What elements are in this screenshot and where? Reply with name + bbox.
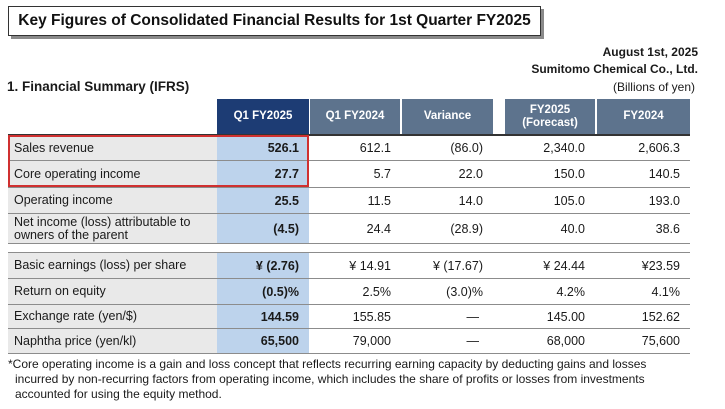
col-header-forecast-year: FY2025	[529, 103, 571, 116]
footnote-line-2: incurred by non-recurring factors from o…	[15, 372, 645, 386]
cell-variance: —	[466, 334, 480, 348]
company-name: Sumitomo Chemical Co., Ltd.	[531, 62, 698, 76]
cell-prior: 11.5	[367, 193, 391, 208]
cell-current: 65,500	[217, 329, 309, 353]
cell-prior: 612.1	[359, 141, 391, 155]
footnote-line-1: *Core operating income is a gain and los…	[8, 357, 647, 371]
cell-variance: —	[466, 309, 480, 324]
cell-current: (0.5)%	[217, 279, 309, 304]
row-divider	[8, 213, 690, 214]
row-label-sales-revenue: Sales revenue	[8, 136, 217, 160]
units-note: (Billions of yen)	[612, 80, 695, 94]
col-header-fy2025-forecast: FY2025 (Forecast)	[505, 99, 595, 134]
cell-forecast: ¥ 24.44	[543, 258, 585, 273]
row-label-net-income-line1: Net income (loss) attributable to	[14, 214, 191, 229]
table-bottom-rule	[8, 353, 690, 354]
footnote-line-3: accounted for using the equity method.	[15, 387, 222, 401]
cell-current: 526.1	[217, 136, 309, 160]
cell-prior: 24.4	[366, 221, 391, 236]
row-label-core-operating-income: Core operating income	[8, 161, 217, 187]
cell-current: 25.5	[217, 188, 309, 213]
row-label-net-income-line2: owners of the parent	[14, 227, 128, 242]
header-rule	[8, 134, 690, 136]
cell-fy-prior: 140.5	[648, 167, 680, 181]
col-header-variance: Variance	[402, 99, 493, 134]
cell-prior: ¥ 14.91	[349, 258, 391, 273]
cell-fy-prior: 152.62	[641, 309, 680, 324]
row-label-return-on-equity: Return on equity	[8, 279, 217, 304]
row-label-exchange-rate: Exchange rate (yen/$)	[8, 305, 217, 328]
report-title: Key Figures of Consolidated Financial Re…	[8, 6, 541, 36]
cell-forecast: 40.0	[560, 221, 585, 236]
cell-fy-prior: 2,606.3	[638, 141, 680, 155]
cell-prior: 79,000	[352, 334, 391, 348]
row-label-basic-eps: Basic earnings (loss) per share	[8, 253, 217, 278]
cell-variance: ¥ (17.67)	[432, 258, 483, 273]
section-title: 1. Financial Summary (IFRS)	[7, 79, 190, 94]
cell-fy-prior: 75,600	[641, 334, 680, 348]
group-divider	[8, 252, 690, 253]
cell-current: 144.59	[217, 305, 309, 328]
cell-fy-prior: 4.1%	[651, 284, 681, 299]
cell-forecast: 2,340.0	[543, 141, 585, 155]
col-header-forecast-note: (Forecast)	[522, 116, 578, 129]
cell-variance: (3.0)%	[446, 284, 483, 299]
cell-forecast: 4.2%	[556, 284, 586, 299]
col-header-fy2024: FY2024	[597, 99, 690, 134]
cell-prior: 2.5%	[362, 284, 392, 299]
cell-forecast: 145.00	[546, 309, 585, 324]
row-divider	[8, 160, 690, 161]
cell-forecast: 150.0	[553, 167, 585, 181]
cell-prior: 155.85	[352, 309, 391, 324]
cell-variance: 22.0	[458, 167, 483, 181]
row-divider	[8, 278, 690, 279]
cell-fy-prior: 193.0	[648, 193, 680, 208]
row-label-net-income: Net income (loss) attributable to owners…	[8, 214, 217, 243]
row-label-naphtha-price: Naphtha price (yen/kl)	[8, 329, 217, 353]
row-divider	[8, 328, 690, 329]
cell-forecast: 68,000	[546, 334, 585, 348]
cell-current: (4.5)	[217, 214, 309, 243]
cell-variance: (28.9)	[450, 221, 483, 236]
cell-current: 27.7	[217, 161, 309, 187]
cell-variance: (86.0)	[450, 141, 483, 155]
row-divider	[8, 304, 690, 305]
footnote: *Core operating income is a gain and los…	[8, 357, 708, 402]
cell-variance: 14.0	[458, 193, 483, 208]
cell-fy-prior: 38.6	[655, 221, 680, 236]
cell-prior: 5.7	[373, 167, 391, 181]
group-divider	[8, 243, 690, 244]
report-date: August 1st, 2025	[602, 45, 698, 59]
highlight-box	[8, 135, 309, 187]
row-label-operating-income: Operating income	[8, 188, 217, 213]
row-divider	[8, 187, 690, 188]
cell-forecast: 105.0	[553, 193, 585, 208]
col-header-q1-fy2024: Q1 FY2024	[310, 99, 400, 134]
col-header-q1-fy2025: Q1 FY2025	[217, 99, 309, 134]
cell-current: ¥ (2.76)	[217, 253, 309, 278]
cell-fy-prior: ¥23.59	[641, 258, 680, 273]
